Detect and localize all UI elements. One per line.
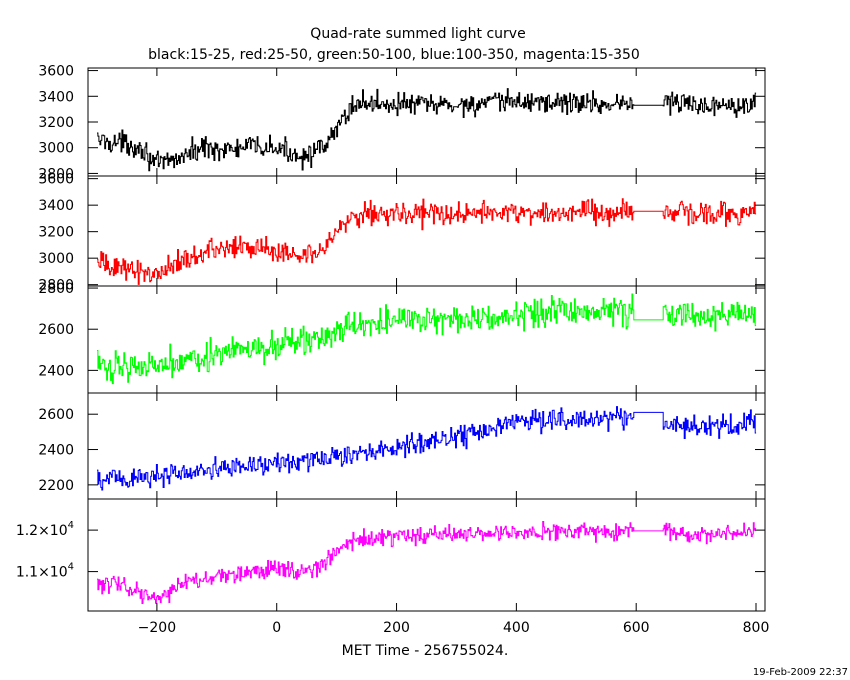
y-tick-label: 3400 bbox=[38, 89, 74, 105]
y-tick-label: 1.1×104 bbox=[16, 562, 74, 581]
panel-5: 1.2×104 1.1×104 bbox=[16, 498, 766, 612]
panel-3: 2400 2600 2800 bbox=[38, 281, 766, 394]
y-tick-label: 3200 bbox=[38, 225, 74, 241]
y-tick-label: 1.2×104 bbox=[16, 520, 74, 539]
panel-frame bbox=[87, 498, 766, 612]
y-tick-label: 2800 bbox=[38, 281, 74, 297]
x-tick-label: −200 bbox=[138, 620, 176, 636]
y-tick-label: 2800 bbox=[38, 278, 74, 294]
y-tick-label: 3000 bbox=[38, 251, 74, 267]
y-tick-label: 2600 bbox=[38, 322, 74, 338]
y-tick-label: 3200 bbox=[38, 115, 74, 131]
panel-4: 2200 2400 2600 bbox=[38, 392, 766, 500]
panel-frame bbox=[87, 175, 766, 287]
x-axis: −200 0 200 400 600 800 bbox=[138, 620, 770, 636]
x-tick-label: 400 bbox=[503, 620, 530, 636]
y-tick-label: 2800 bbox=[38, 166, 74, 182]
x-tick-label: 200 bbox=[383, 620, 410, 636]
chart-subtitle: black:15-25, red:25-50, green:50-100, bl… bbox=[148, 47, 640, 63]
chart-title: Quad-rate summed light curve bbox=[310, 26, 525, 42]
series-line bbox=[97, 521, 757, 604]
y-tick-label-exponent: 4 bbox=[68, 520, 74, 531]
x-tick-label: 600 bbox=[623, 620, 650, 636]
series-line bbox=[97, 406, 757, 491]
x-axis-label: MET Time - 256755024. bbox=[342, 643, 509, 659]
panels: 2800300032003400360028003000320034003600… bbox=[16, 64, 766, 612]
x-tick-label: 0 bbox=[272, 620, 281, 636]
series-line bbox=[97, 88, 757, 172]
y-tick-label: 2200 bbox=[38, 478, 74, 494]
y-tick-label: 3000 bbox=[38, 141, 74, 157]
y-tick-label: 2400 bbox=[38, 443, 74, 459]
y-tick-label: 2600 bbox=[38, 407, 74, 423]
y-tick-label: 2400 bbox=[38, 363, 74, 379]
timestamp: 19-Feb-2009 22:37 bbox=[753, 667, 848, 678]
panel-2: 2800 3000 3200 3400 3600 bbox=[38, 172, 766, 294]
y-tick-label: 3600 bbox=[38, 172, 74, 188]
y-tick-label: 3400 bbox=[38, 198, 74, 214]
y-tick-label: 3600 bbox=[38, 64, 74, 80]
y-tick-label-exponent: 4 bbox=[68, 562, 74, 573]
panel-frame bbox=[87, 285, 766, 394]
series-line bbox=[97, 198, 757, 285]
series-line bbox=[97, 293, 757, 385]
panel-1: 2800 3000 3200 3400 3600 bbox=[38, 64, 766, 182]
x-tick-label: 800 bbox=[743, 620, 770, 636]
